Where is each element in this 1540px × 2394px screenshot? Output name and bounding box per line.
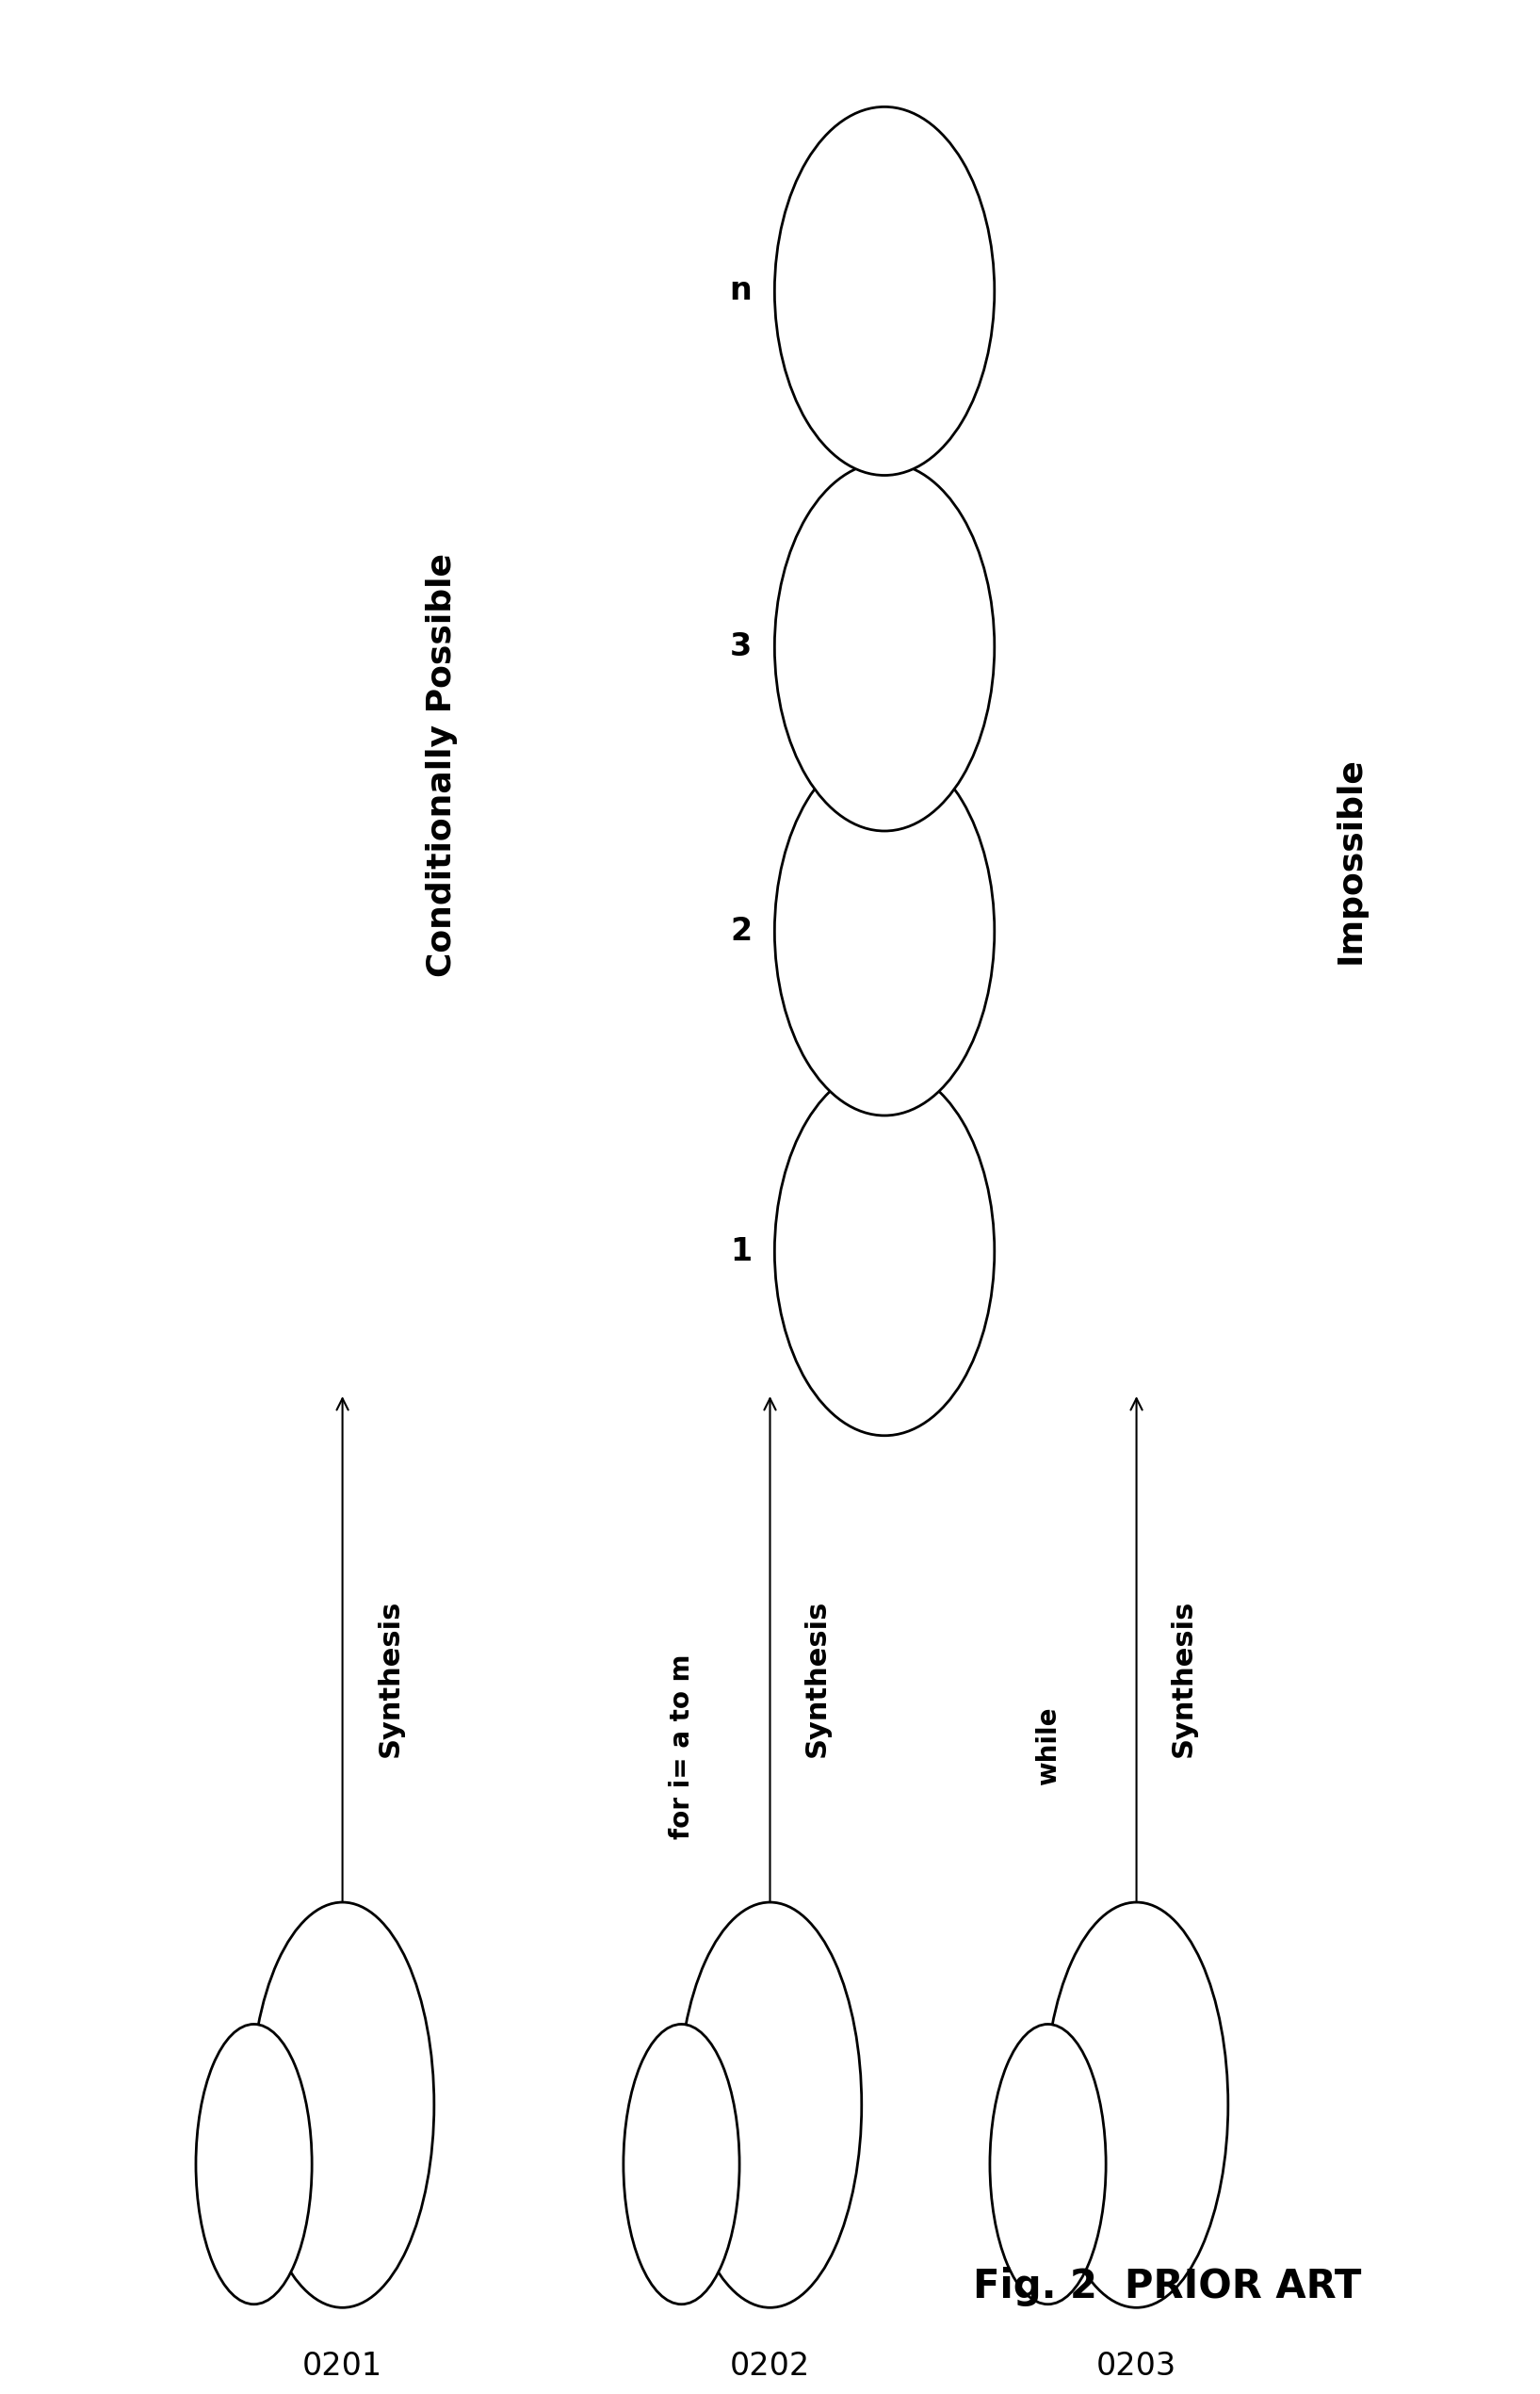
Ellipse shape	[775, 108, 995, 476]
Text: Synthesis: Synthesis	[376, 1599, 403, 1757]
Ellipse shape	[775, 747, 995, 1116]
Text: 2: 2	[730, 917, 752, 946]
Ellipse shape	[251, 1903, 434, 2308]
Text: Impossible: Impossible	[1334, 757, 1366, 965]
Text: 0202: 0202	[730, 2351, 810, 2382]
Ellipse shape	[775, 1068, 995, 1436]
Text: Conditionally Possible: Conditionally Possible	[425, 553, 457, 977]
Text: 0201: 0201	[302, 2351, 382, 2382]
Ellipse shape	[1044, 1903, 1227, 2308]
Text: 0203: 0203	[1096, 2351, 1177, 2382]
Text: 3: 3	[730, 632, 752, 663]
Text: Synthesis: Synthesis	[1170, 1599, 1198, 1757]
Text: while: while	[1035, 1707, 1061, 1786]
Ellipse shape	[624, 2025, 739, 2305]
Ellipse shape	[196, 2025, 313, 2305]
Text: Fig. 2  PRIOR ART: Fig. 2 PRIOR ART	[973, 2267, 1361, 2305]
Text: n: n	[730, 275, 752, 306]
Ellipse shape	[679, 1903, 861, 2308]
Text: Synthesis: Synthesis	[804, 1599, 832, 1757]
Ellipse shape	[775, 462, 995, 831]
Ellipse shape	[990, 2025, 1106, 2305]
Text: 1: 1	[730, 1235, 752, 1266]
Text: for i= a to m: for i= a to m	[668, 1654, 695, 1839]
